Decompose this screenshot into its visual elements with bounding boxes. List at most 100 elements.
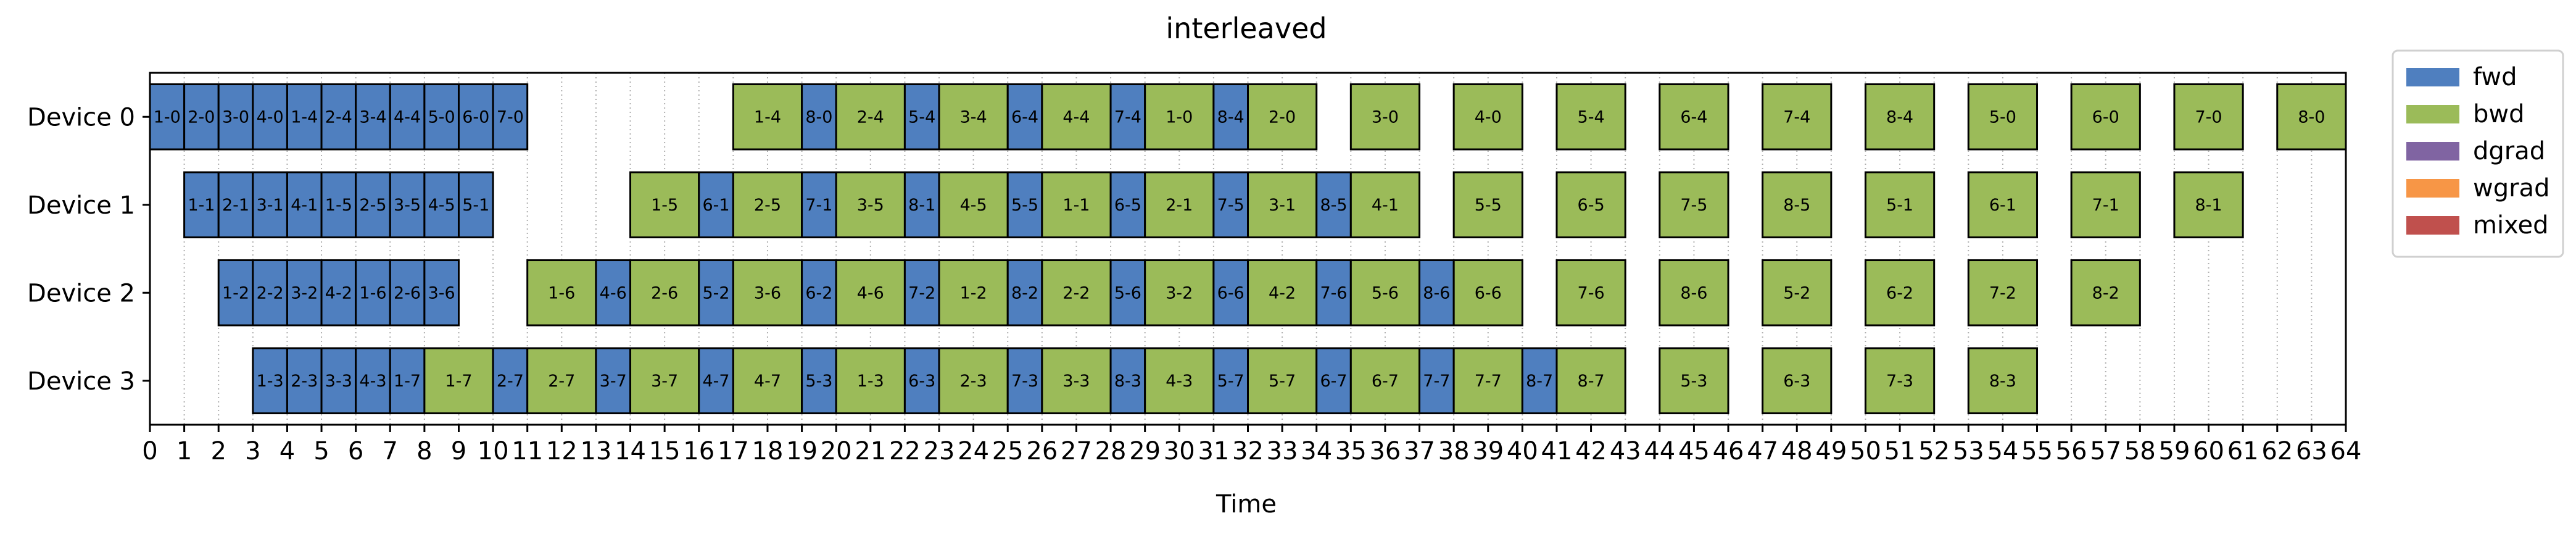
task-label: 6-2 — [1886, 283, 1913, 302]
task-bar-fwd — [183, 171, 220, 238]
task-label: 4-4 — [1062, 107, 1090, 127]
task-label: 5-6 — [1114, 283, 1141, 302]
task-label: 5-4 — [908, 107, 935, 127]
task-label: 5-2 — [1783, 283, 1810, 302]
x-axis-label: Time — [1216, 490, 1277, 519]
task-label: 6-4 — [1680, 107, 1707, 127]
task-bar-bwd — [1762, 347, 1833, 414]
task-label: 1-6 — [359, 283, 386, 302]
x-tick-label: 55 — [2021, 437, 2053, 465]
task-label: 1-2 — [960, 283, 987, 302]
task-label: 2-4 — [325, 107, 352, 127]
task-bar-fwd — [698, 347, 734, 414]
task-bar-bwd — [1555, 347, 1626, 414]
task-bar-fwd — [217, 83, 254, 151]
task-label: 3-7 — [651, 372, 678, 391]
task-bar-bwd — [1864, 259, 1936, 327]
task-bar-bwd — [835, 171, 906, 238]
task-bar-fwd — [457, 171, 494, 238]
task-label: 1-5 — [325, 196, 352, 215]
task-bar-bwd — [1144, 171, 1215, 238]
task-label: 3-5 — [394, 196, 421, 215]
y-tick-label: Device 1 — [27, 191, 135, 220]
x-tick-label: 39 — [1472, 437, 1504, 465]
task-bar-bwd — [2070, 259, 2141, 327]
task-bar-fwd — [1006, 83, 1043, 151]
x-tick-label: 37 — [1404, 437, 1435, 465]
task-label: 4-1 — [291, 196, 318, 215]
task-bar-bwd — [732, 171, 803, 238]
task-label: 1-7 — [445, 372, 472, 391]
x-tick-label: 19 — [786, 437, 818, 465]
task-bar-fwd — [698, 171, 734, 238]
x-tick-label: 7 — [383, 437, 398, 465]
y-axis: Device 0 Device 1 Device 2 Device 3 — [27, 103, 150, 396]
task-bar-fwd — [1315, 259, 1352, 327]
x-tick-label: 60 — [2193, 437, 2224, 465]
task-label: 7-5 — [1680, 196, 1707, 215]
task-label: 3-2 — [1166, 283, 1193, 302]
task-bar-bwd — [1864, 171, 1936, 238]
task-label: 5-2 — [703, 283, 730, 302]
task-label: 8-2 — [2092, 283, 2119, 302]
x-tick-label: 45 — [1678, 437, 1710, 465]
task-bar-bwd — [1555, 83, 1626, 151]
task-label: 4-6 — [857, 283, 884, 302]
x-tick-label: 29 — [1129, 437, 1161, 465]
task-label: 2-3 — [291, 372, 318, 391]
y-tick-label: Device 0 — [27, 103, 135, 131]
task-bar-bwd — [1659, 259, 1729, 327]
legend-swatch-fwd — [2406, 68, 2459, 86]
task-label: 3-1 — [1269, 196, 1296, 215]
task-bar-fwd — [903, 259, 940, 327]
task-label: 8-1 — [908, 196, 935, 215]
task-label: 2-7 — [497, 372, 524, 391]
legend-label-bwd: bwd — [2473, 100, 2525, 128]
task-label: 1-2 — [222, 283, 249, 302]
task-label: 7-6 — [1320, 283, 1347, 302]
x-tick-label: 58 — [2124, 437, 2156, 465]
task-label: 6-7 — [1320, 372, 1347, 391]
task-bar-bwd — [2070, 171, 2141, 238]
x-tick-label: 17 — [718, 437, 749, 465]
task-label: 8-6 — [1680, 283, 1707, 302]
task-label: 3-0 — [222, 107, 249, 127]
task-label: 8-7 — [1526, 372, 1553, 391]
x-tick-label: 34 — [1301, 437, 1332, 465]
task-bar-bwd — [1349, 171, 1421, 238]
task-bar-bwd — [1967, 347, 2039, 414]
x-tick-label: 2 — [210, 437, 226, 465]
task-label: 6-1 — [1989, 196, 2016, 215]
x-tick-label: 3 — [245, 437, 260, 465]
task-label: 7-1 — [2092, 196, 2119, 215]
task-label: 4-2 — [1269, 283, 1296, 302]
task-label: 6-6 — [1217, 283, 1245, 302]
x-tick-label: 26 — [1026, 437, 1058, 465]
task-label: 7-6 — [1578, 283, 1605, 302]
legend-swatch-dgrad — [2406, 142, 2459, 161]
task-label: 7-3 — [1886, 372, 1913, 391]
legend-box — [2392, 49, 2564, 258]
task-label: 4-5 — [428, 196, 455, 215]
task-bar-bwd — [1864, 347, 1936, 414]
x-tick-label: 13 — [580, 437, 611, 465]
task-label: 1-1 — [188, 196, 215, 215]
x-axis: 0 1 2 3 4 5 6 7 8 9 10 11 12 13 14 15 16 17 18 19 20 21 22 23 24… — [142, 425, 2361, 465]
x-tick-label: 64 — [2330, 437, 2362, 465]
task-label: 6-5 — [1114, 196, 1141, 215]
task-label: 1-3 — [257, 372, 284, 391]
legend-label-wgrad: wgrad — [2473, 174, 2549, 202]
task-label: 5-5 — [1475, 196, 1502, 215]
task-label: 5-1 — [462, 196, 489, 215]
task-label: 7-2 — [1989, 283, 2016, 302]
task-label: 6-4 — [1011, 107, 1038, 127]
task-bar-fwd — [389, 259, 426, 327]
task-label: 2-3 — [960, 372, 987, 391]
x-tick-label: 62 — [2261, 437, 2293, 465]
x-tick-label: 61 — [2227, 437, 2259, 465]
task-label: 6-6 — [1475, 283, 1502, 302]
task-label: 8-2 — [1011, 283, 1038, 302]
task-label: 8-3 — [1114, 372, 1141, 391]
task-label: 3-0 — [1372, 107, 1399, 127]
task-bar-fwd — [1315, 171, 1352, 238]
